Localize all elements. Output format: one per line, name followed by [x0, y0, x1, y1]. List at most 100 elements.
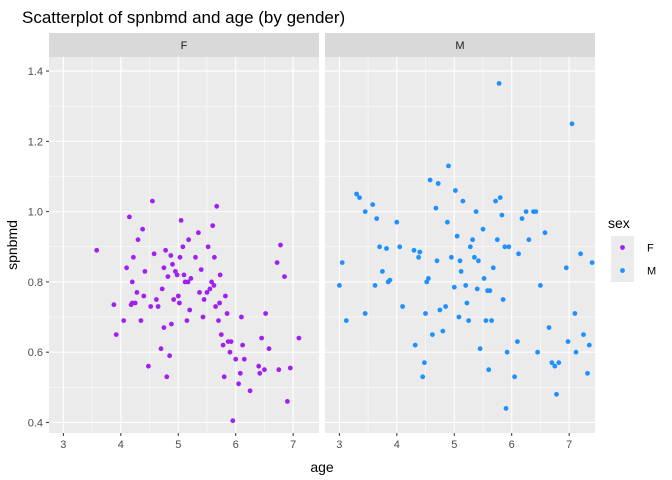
data-point-f: [210, 223, 216, 229]
data-point-f: [224, 311, 230, 316]
data-point-f: [216, 318, 221, 323]
data-point-f: [94, 247, 100, 253]
x-tick-label: 5: [175, 439, 181, 451]
data-point-f: [134, 290, 140, 295]
data-point-m: [400, 304, 405, 309]
data-point-m: [552, 363, 558, 369]
data-point-m: [493, 198, 498, 204]
data-point-m: [372, 283, 378, 288]
y-tick-label: 0.4: [28, 417, 43, 429]
data-point-m: [489, 318, 494, 323]
data-point-f: [296, 335, 302, 341]
data-point-m: [420, 374, 426, 380]
data-point-m: [523, 209, 529, 215]
strip-label-m: M: [455, 40, 464, 52]
data-point-m: [417, 249, 423, 255]
data-point-f: [193, 254, 198, 260]
y-tick-label: 0.6: [28, 347, 43, 359]
data-point-m: [467, 244, 473, 250]
data-point-m: [374, 216, 380, 222]
data-point-m: [380, 269, 385, 274]
data-point-f: [204, 290, 210, 295]
data-point-f: [169, 321, 174, 327]
data-point-m: [423, 311, 428, 316]
data-point-m: [538, 283, 543, 288]
major-grid-m: [325, 57, 595, 433]
data-point-f: [236, 381, 242, 387]
data-point-m: [377, 244, 382, 250]
x-axis: 3 4 5 6 7 3 4 5 6 7: [60, 433, 572, 451]
data-point-m: [503, 406, 509, 411]
legend-title: sex: [608, 215, 630, 231]
data-point-m: [535, 349, 540, 355]
data-point-m: [354, 191, 359, 197]
data-point-m: [572, 311, 578, 316]
data-point-f: [140, 226, 146, 232]
data-point-f: [165, 274, 171, 279]
data-point-f: [181, 272, 187, 278]
data-point-f: [132, 300, 138, 306]
data-point-m: [427, 177, 433, 183]
data-point-f: [285, 399, 290, 404]
data-point-m: [573, 349, 579, 355]
data-point-f: [196, 230, 201, 236]
chart-title: Scatterplot of spnbmd and age (by gender…: [22, 8, 345, 27]
legend-items: FM: [611, 236, 656, 282]
data-point-f: [151, 251, 157, 257]
minor-grid-m: [325, 57, 595, 433]
legend: sex FM: [608, 215, 656, 282]
data-point-f: [177, 300, 182, 306]
data-point-f: [282, 274, 287, 279]
data-point-m: [565, 339, 571, 344]
data-point-f: [175, 293, 181, 299]
data-point-f: [259, 335, 264, 341]
data-point-m: [472, 254, 477, 260]
data-point-f: [170, 261, 175, 267]
strip-label-f: F: [181, 40, 188, 52]
data-point-f: [159, 286, 165, 292]
data-point-m: [362, 209, 368, 215]
y-axis: 0.4 0.6 0.8 1.0 1.2 1.4: [28, 66, 49, 429]
data-point-f: [198, 267, 204, 272]
data-point-m: [515, 339, 520, 344]
data-point-f: [155, 304, 161, 309]
points-m: [337, 81, 595, 411]
data-point-m: [474, 286, 480, 292]
data-point-m: [437, 307, 443, 313]
data-point-m: [506, 244, 512, 250]
x-tick-label: 5: [451, 439, 457, 451]
panel-background-m: [325, 57, 595, 433]
data-point-f: [220, 342, 226, 348]
data-point-m: [556, 360, 562, 366]
data-point-m: [504, 349, 510, 355]
data-point-f: [237, 370, 243, 376]
data-point-m: [499, 212, 505, 218]
data-point-m: [502, 244, 508, 250]
data-point-m: [464, 300, 470, 306]
data-point-m: [490, 265, 496, 271]
data-point-f: [129, 279, 135, 285]
data-point-m: [456, 314, 462, 320]
strip-m: [325, 33, 595, 57]
x-tick-label: 6: [509, 439, 515, 451]
data-point-f: [124, 265, 129, 271]
data-point-f: [247, 388, 253, 394]
data-point-f: [186, 237, 192, 243]
data-point-m: [422, 360, 427, 366]
data-point-m: [496, 81, 502, 86]
data-point-m: [497, 195, 503, 201]
data-point-m: [426, 276, 431, 281]
data-point-f: [142, 269, 148, 274]
x-tick-label: 7: [566, 439, 572, 451]
data-point-f: [278, 242, 283, 248]
x-tick-label: 4: [118, 439, 124, 451]
data-point-m: [453, 188, 458, 193]
data-point-m: [463, 283, 469, 288]
data-point-f: [241, 356, 247, 362]
data-point-m: [440, 328, 446, 334]
data-point-f: [211, 283, 217, 288]
data-point-f: [126, 214, 132, 220]
data-point-m: [357, 195, 362, 201]
data-point-f: [262, 367, 267, 373]
